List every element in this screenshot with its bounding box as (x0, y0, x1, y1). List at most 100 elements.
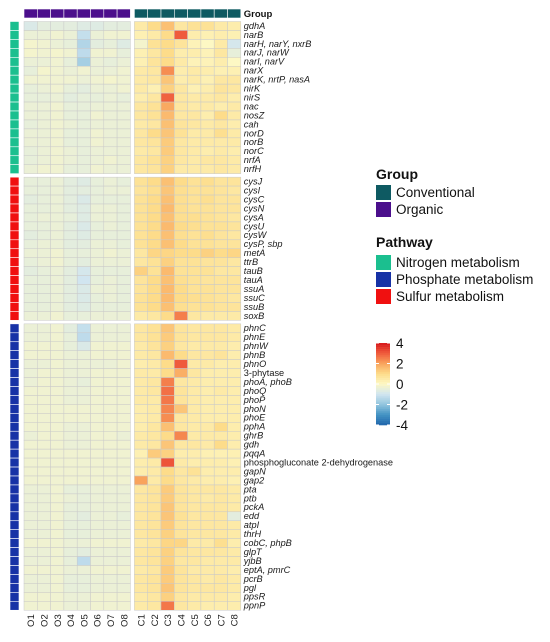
heatmap-cell (37, 538, 51, 548)
heatmap-cell (134, 57, 148, 67)
heatmap-cell (134, 221, 148, 232)
row-label-taua: tauA (244, 275, 263, 285)
heatmap-cell (147, 323, 162, 334)
heatmap-cell (37, 341, 51, 351)
heatmap-cell (50, 386, 65, 396)
heatmap-cell (63, 176, 78, 187)
heatmap-cell (160, 21, 175, 31)
heatmap-cell (23, 293, 38, 303)
heatmap-cell (23, 502, 38, 513)
heatmap-cell (23, 422, 38, 432)
heatmap-cell (103, 520, 118, 530)
heatmap-cell (200, 431, 215, 441)
heatmap-cell (116, 386, 131, 396)
heatmap-cell (103, 248, 118, 258)
heatmap-cell (63, 155, 78, 165)
heatmap-cell (160, 212, 175, 223)
heatmap-cell (174, 475, 188, 486)
heatmap-cell (160, 493, 175, 504)
heatmap-cell (200, 574, 215, 584)
heatmap-cell (134, 502, 148, 513)
heatmap-cell (134, 404, 148, 414)
heatmap-cell (147, 203, 162, 214)
heatmap-cell (160, 48, 175, 58)
row-label-nrfh: nrfH (244, 164, 262, 174)
heatmap-cell (50, 368, 65, 378)
heatmap-cell (213, 448, 228, 459)
heatmap-cell (160, 601, 175, 611)
row-label-gapn: gapN (244, 466, 266, 476)
pathway-annotation-cell (9, 538, 20, 548)
heatmap-cell (187, 493, 202, 504)
heatmap-cell (63, 83, 78, 94)
heatmap-cell (200, 386, 215, 396)
heatmap-cell (37, 422, 51, 432)
heatmap-cell (147, 30, 162, 40)
heatmap-cell (50, 146, 65, 157)
heatmap-cell (134, 466, 148, 477)
heatmap-cell (63, 230, 78, 241)
heatmap-cell (160, 439, 175, 450)
heatmap-cell (160, 284, 175, 294)
heatmap-cell (227, 583, 242, 593)
heatmap-cell (147, 302, 162, 312)
pathway-annotation-cell (9, 350, 20, 360)
heatmap-cell (187, 110, 202, 121)
heatmap-cell (187, 511, 202, 521)
heatmap-cell (116, 66, 131, 76)
heatmap-cell (63, 185, 78, 196)
heatmap-cell (134, 146, 148, 157)
heatmap-cell (103, 341, 118, 351)
heatmap-cell (174, 110, 188, 121)
heatmap-cell (200, 311, 215, 321)
heatmap-cell (116, 448, 131, 459)
heatmap-cell (147, 194, 162, 205)
heatmap-cell (227, 556, 242, 566)
heatmap-cell (37, 30, 51, 40)
heatmap-cell (103, 574, 118, 584)
heatmap-cell (147, 185, 162, 196)
heatmap-cell (116, 431, 131, 441)
heatmap-cell (103, 466, 118, 477)
colorbar-segment (376, 363, 390, 366)
heatmap-cell (116, 502, 131, 513)
heatmap-cell (160, 466, 175, 477)
heatmap-cell (174, 457, 188, 468)
heatmap-cell (134, 155, 148, 165)
heatmap-cell (23, 185, 38, 196)
heatmap-cell (63, 547, 78, 557)
heatmap-cell (90, 248, 105, 258)
heatmap-cell (116, 520, 131, 530)
heatmap-cell (213, 284, 228, 294)
heatmap-cell (90, 601, 105, 611)
heatmap-cell (134, 601, 148, 611)
heatmap-cell (213, 176, 228, 187)
row-label-nirk: nirK (244, 84, 261, 94)
heatmap-cell (160, 475, 175, 486)
pathway-annotation-cell (9, 221, 20, 232)
heatmap-cell (63, 413, 78, 423)
heatmap-cell (63, 194, 78, 205)
row-label-nirs: nirS (244, 92, 261, 102)
colorbar-segment (376, 408, 390, 411)
heatmap-cell (23, 221, 38, 232)
heatmap-cell (63, 511, 78, 521)
heatmap-cell (147, 439, 162, 450)
heatmap-cell (37, 332, 51, 342)
heatmap-cell (227, 538, 242, 548)
heatmap-cell (50, 302, 65, 312)
heatmap-cell (227, 257, 242, 267)
heatmap-cell (90, 92, 105, 103)
colorbar-segment (376, 371, 390, 375)
heatmap-cell (103, 176, 118, 187)
heatmap-cell (23, 92, 38, 103)
heatmap-cell (50, 212, 65, 223)
row-label-phne: phnE (243, 332, 266, 342)
heatmap-cell (147, 248, 162, 258)
heatmap-cell (76, 359, 91, 369)
heatmap-cell (160, 146, 175, 157)
heatmap-cell (187, 155, 202, 165)
colorbar-segment (376, 398, 390, 401)
heatmap-cell (147, 520, 162, 530)
heatmap-cell (76, 583, 91, 593)
